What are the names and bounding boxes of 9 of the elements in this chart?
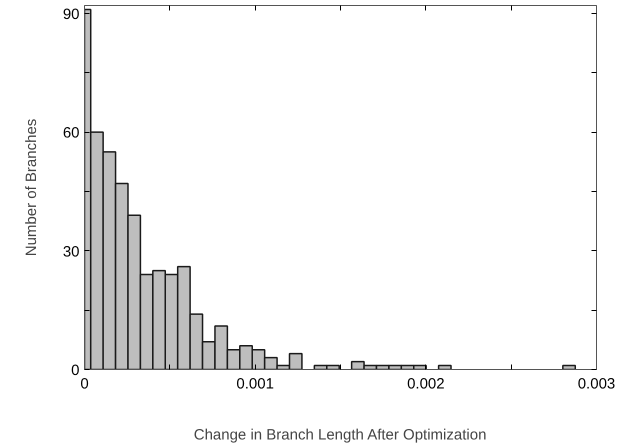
y-axis-title: Number of Branches [22,118,40,256]
y-tick-label: 0 [71,362,80,379]
x-tick-label: 0.001 [236,376,274,392]
y-tick-label: 90 [62,6,80,23]
x-axis-title: Change in Branch Length After Optimization [194,426,486,444]
y-tick-label: 30 [62,243,80,260]
x-tick-label: 0.003 [578,376,616,392]
y-tick-label: 60 [62,124,80,142]
x-tick-label: 0.002 [407,376,445,392]
